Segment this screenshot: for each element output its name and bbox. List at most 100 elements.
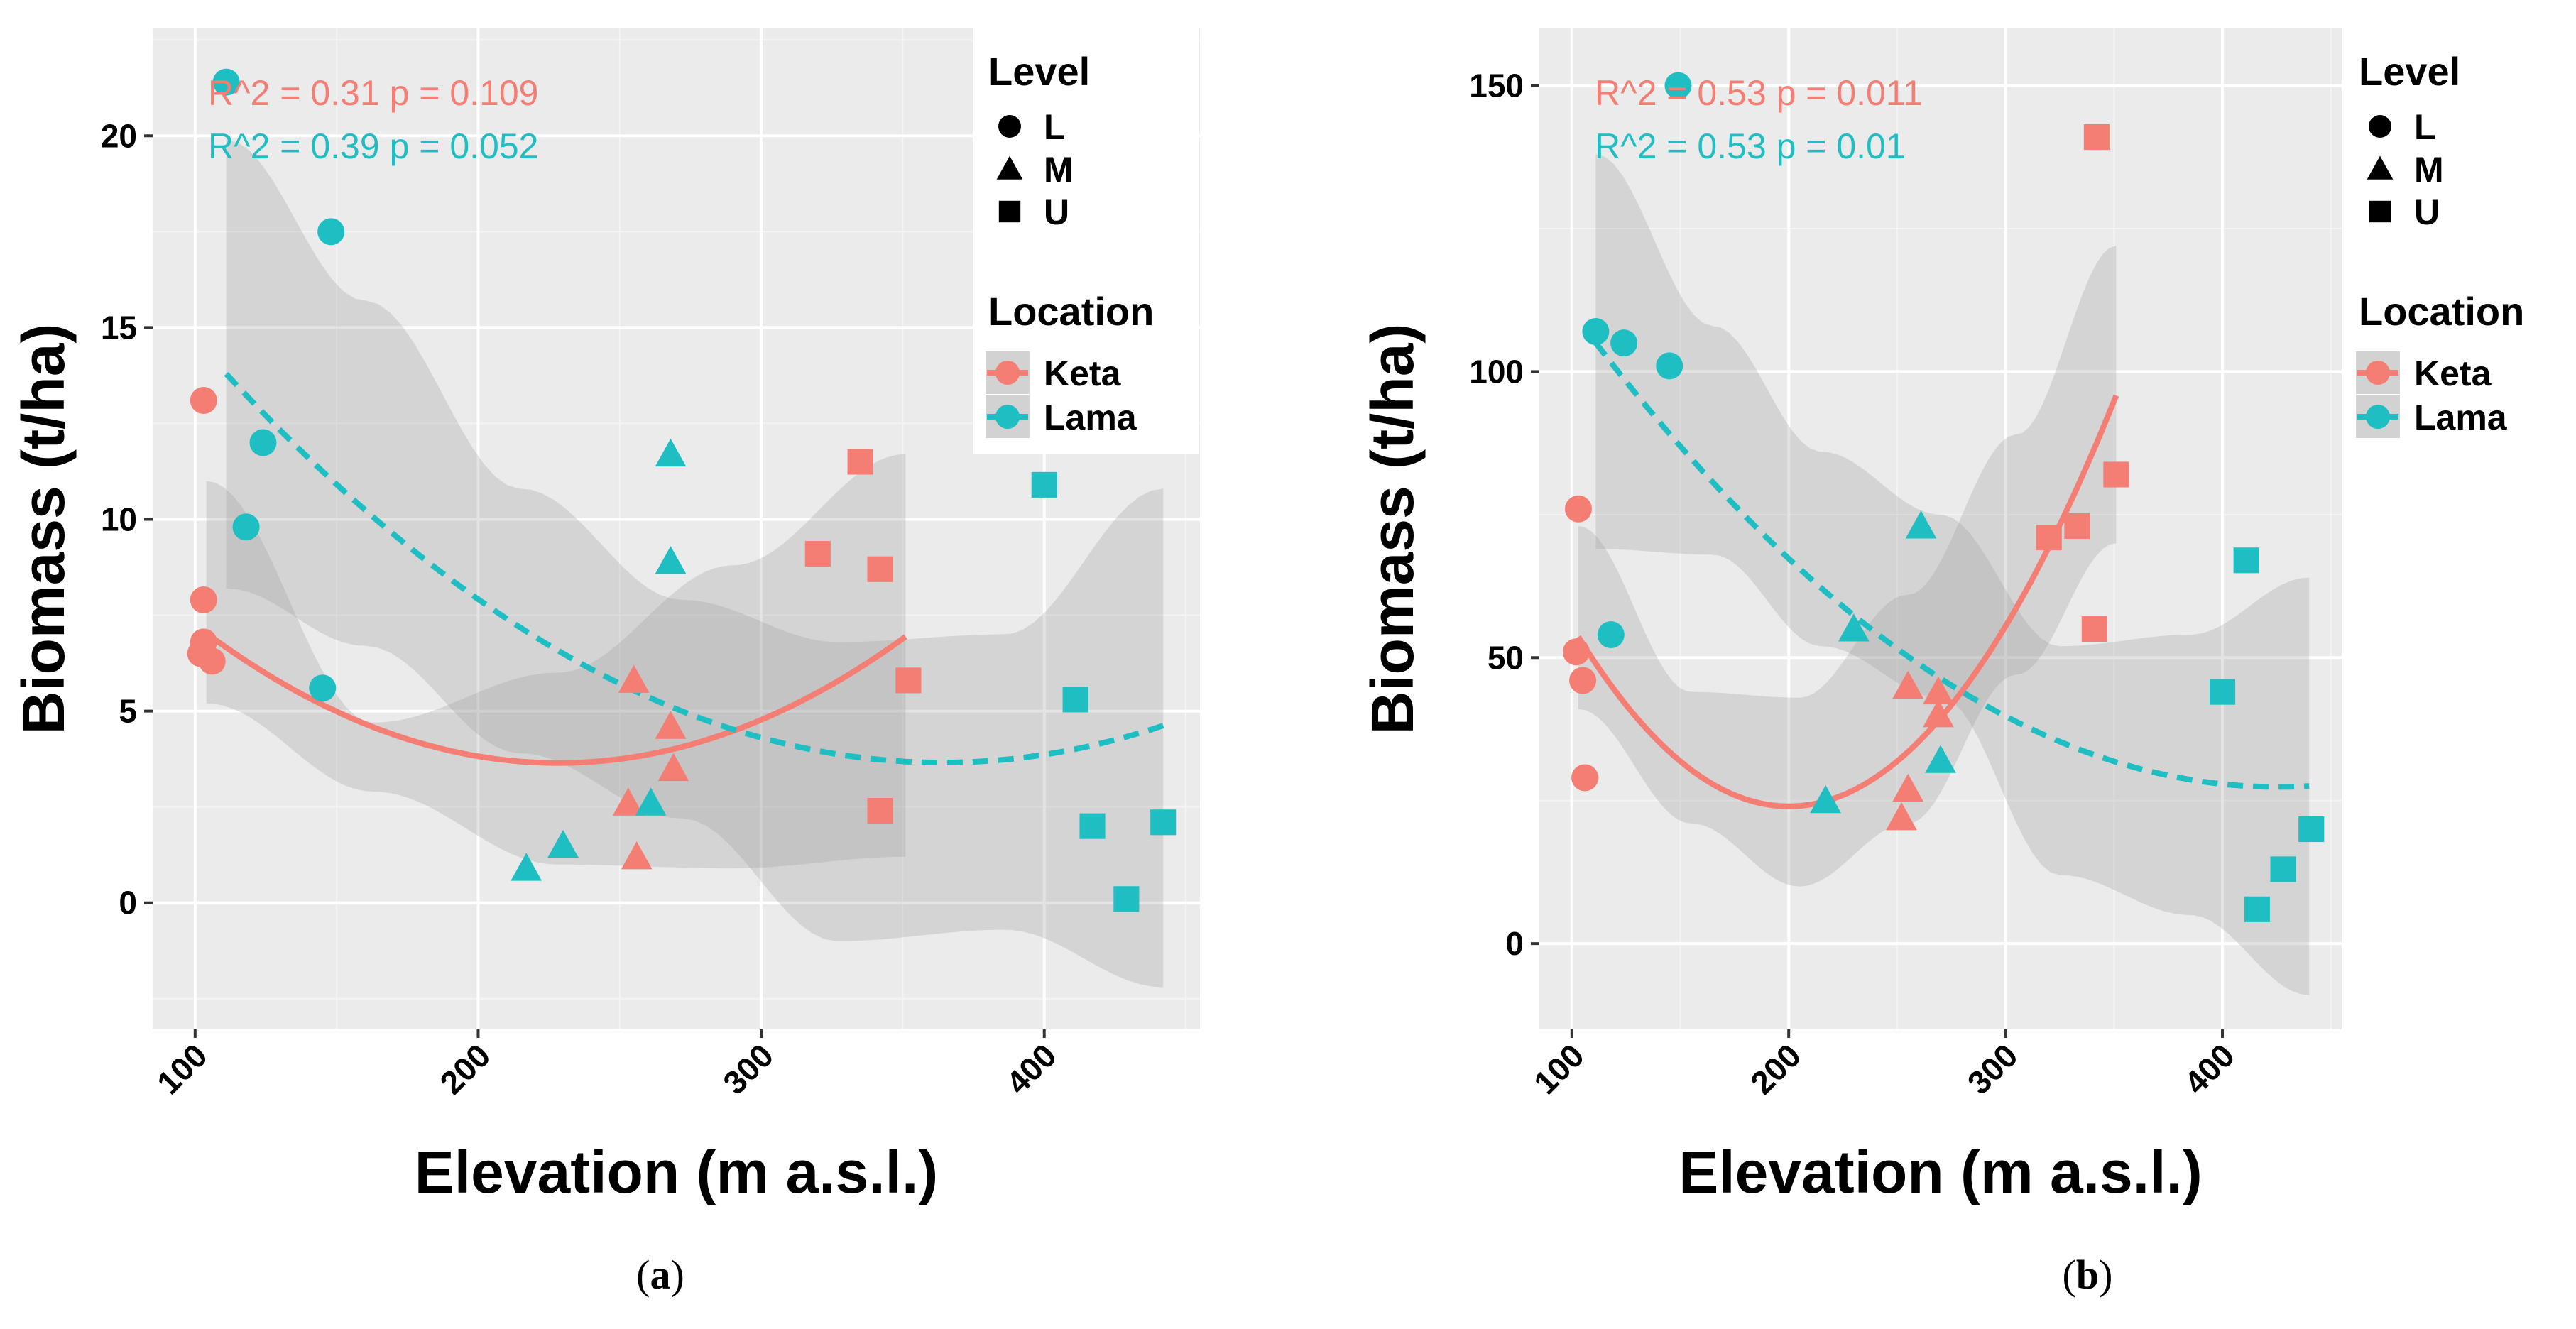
stat-text-lama: R^2 = 0.53 p = 0.01 [1595, 126, 1906, 166]
legend-title-location: Location [2359, 289, 2524, 334]
x-axis-title: Elevation (m a.s.l.) [415, 1139, 939, 1205]
point-lama-u [1079, 813, 1106, 839]
point-keta-l [190, 387, 217, 415]
legend-key-point-lama [995, 405, 1020, 429]
legend-label-keta: Keta [1044, 354, 1122, 393]
point-lama-m [1838, 613, 1870, 642]
legend-label-lama: Lama [2414, 398, 2508, 437]
y-tick-label: 0 [119, 885, 137, 921]
grid [1539, 28, 2342, 1029]
point-lama-l [1664, 72, 1692, 99]
legend-label-lama: Lama [1044, 398, 1137, 437]
fit-lines [1576, 341, 2310, 809]
point-keta-u [867, 798, 893, 824]
y-tick-label: 20 [101, 117, 137, 154]
fit-line-lama [1593, 341, 2310, 790]
point-keta-u [2083, 124, 2110, 151]
y-tick-label: 100 [1469, 353, 1524, 390]
caption-open: ( [636, 1252, 650, 1298]
confidence-band-lama [1595, 154, 2310, 995]
x-tick-label: 100 [150, 1037, 214, 1101]
legend-label-l: L [2414, 107, 2436, 147]
confidence-band-keta [1578, 246, 2117, 887]
legend-label-keta: Keta [2414, 354, 2492, 393]
confidence-band-keta [206, 454, 906, 869]
point-lama-l [212, 68, 240, 96]
point-keta-l [1569, 667, 1597, 694]
fit-line-keta [204, 630, 907, 766]
point-lama-l [317, 218, 345, 246]
point-lama-m [655, 546, 687, 574]
point-keta-l [198, 647, 226, 675]
point-keta-m [1923, 699, 1954, 728]
point-lama-m [655, 438, 687, 467]
panel-caption: (b) [2063, 1252, 2113, 1298]
caption-close: ) [671, 1252, 684, 1298]
stat-annotations: R^2 = 0.31 p = 0.109 R^2 = 0.39 p = 0.052 [208, 73, 538, 166]
legend-key-point-lama [2366, 405, 2390, 429]
legend-label-m: M [1044, 150, 1074, 190]
point-lama-u [2233, 547, 2259, 574]
point-keta-m [612, 787, 644, 816]
x-tick-label: 300 [716, 1037, 780, 1101]
point-keta-m [1923, 676, 1954, 705]
panel-b: R^2 = 0.53 p = 0.011 R^2 = 0.53 p = 0.01 0… [1359, 28, 2569, 1298]
caption-letter: b [2076, 1252, 2099, 1298]
stat-text-lama: R^2 = 0.39 p = 0.052 [208, 126, 538, 166]
x-axis: 100 200 300 400 [150, 1029, 1064, 1101]
y-axis-title: Biomass (t/ha) [1359, 324, 1426, 735]
point-lama-l [1656, 352, 1683, 380]
x-axis-title: Elevation (m a.s.l.) [1679, 1139, 2203, 1205]
legend-label-l: L [1044, 107, 1066, 147]
point-lama-l [249, 429, 277, 456]
confidence-bands [1578, 154, 2310, 995]
y-axis: 0 5 10 15 20 [101, 117, 153, 921]
fit-line-lama [224, 371, 1164, 766]
y-tick-label: 0 [1505, 925, 1524, 962]
y-tick-label: 150 [1469, 67, 1524, 104]
fit-lines [204, 371, 1164, 766]
point-keta-m [655, 711, 687, 739]
data-points [187, 68, 1177, 912]
point-lama-u [1150, 809, 1177, 836]
stat-text-keta: R^2 = 0.31 p = 0.109 [208, 73, 538, 113]
point-lama-l [1597, 621, 1625, 649]
point-lama-u [2298, 816, 2325, 843]
point-keta-u [804, 541, 831, 567]
x-tick-label: 200 [1743, 1037, 1808, 1101]
point-keta-m [621, 841, 653, 870]
point-lama-m [1905, 510, 1937, 539]
legend-key-point-keta [995, 361, 1020, 385]
legend-key-circle [998, 115, 1021, 138]
confidence-band-lama [226, 139, 1164, 988]
legend-key-triangle [996, 155, 1023, 180]
point-lama-l [309, 674, 337, 702]
data-points [1562, 72, 2325, 922]
point-keta-m [1886, 802, 1917, 831]
x-tick-label: 300 [1960, 1037, 2025, 1101]
point-keta-u [847, 449, 873, 475]
point-keta-m [618, 664, 650, 693]
point-keta-m [1892, 670, 1924, 699]
point-lama-u [2209, 679, 2236, 705]
point-lama-u [1062, 687, 1088, 713]
y-tick-label: 50 [1488, 639, 1524, 676]
legend-label-m: M [2414, 150, 2444, 190]
legend-label-u: U [2414, 192, 2440, 232]
point-lama-m [1925, 745, 1956, 773]
x-tick-label: 400 [999, 1037, 1064, 1101]
x-axis: 100 200 300 400 [1527, 1029, 2242, 1101]
caption-close: ) [2099, 1252, 2112, 1298]
legend: Level LMU Location Keta Lama [973, 28, 1199, 454]
point-keta-u [2081, 616, 2107, 642]
point-lama-l [1582, 318, 1610, 346]
point-lama-m [547, 829, 579, 858]
legend-key-square [2369, 200, 2391, 223]
x-tick-label: 200 [432, 1037, 497, 1101]
panel-a: R^2 = 0.31 p = 0.109 R^2 = 0.39 p = 0.052… [10, 28, 1200, 1298]
point-lama-u [2244, 896, 2270, 922]
point-keta-u [895, 667, 922, 694]
legend-key-circle [2369, 115, 2391, 138]
point-keta-m [1892, 773, 1924, 802]
